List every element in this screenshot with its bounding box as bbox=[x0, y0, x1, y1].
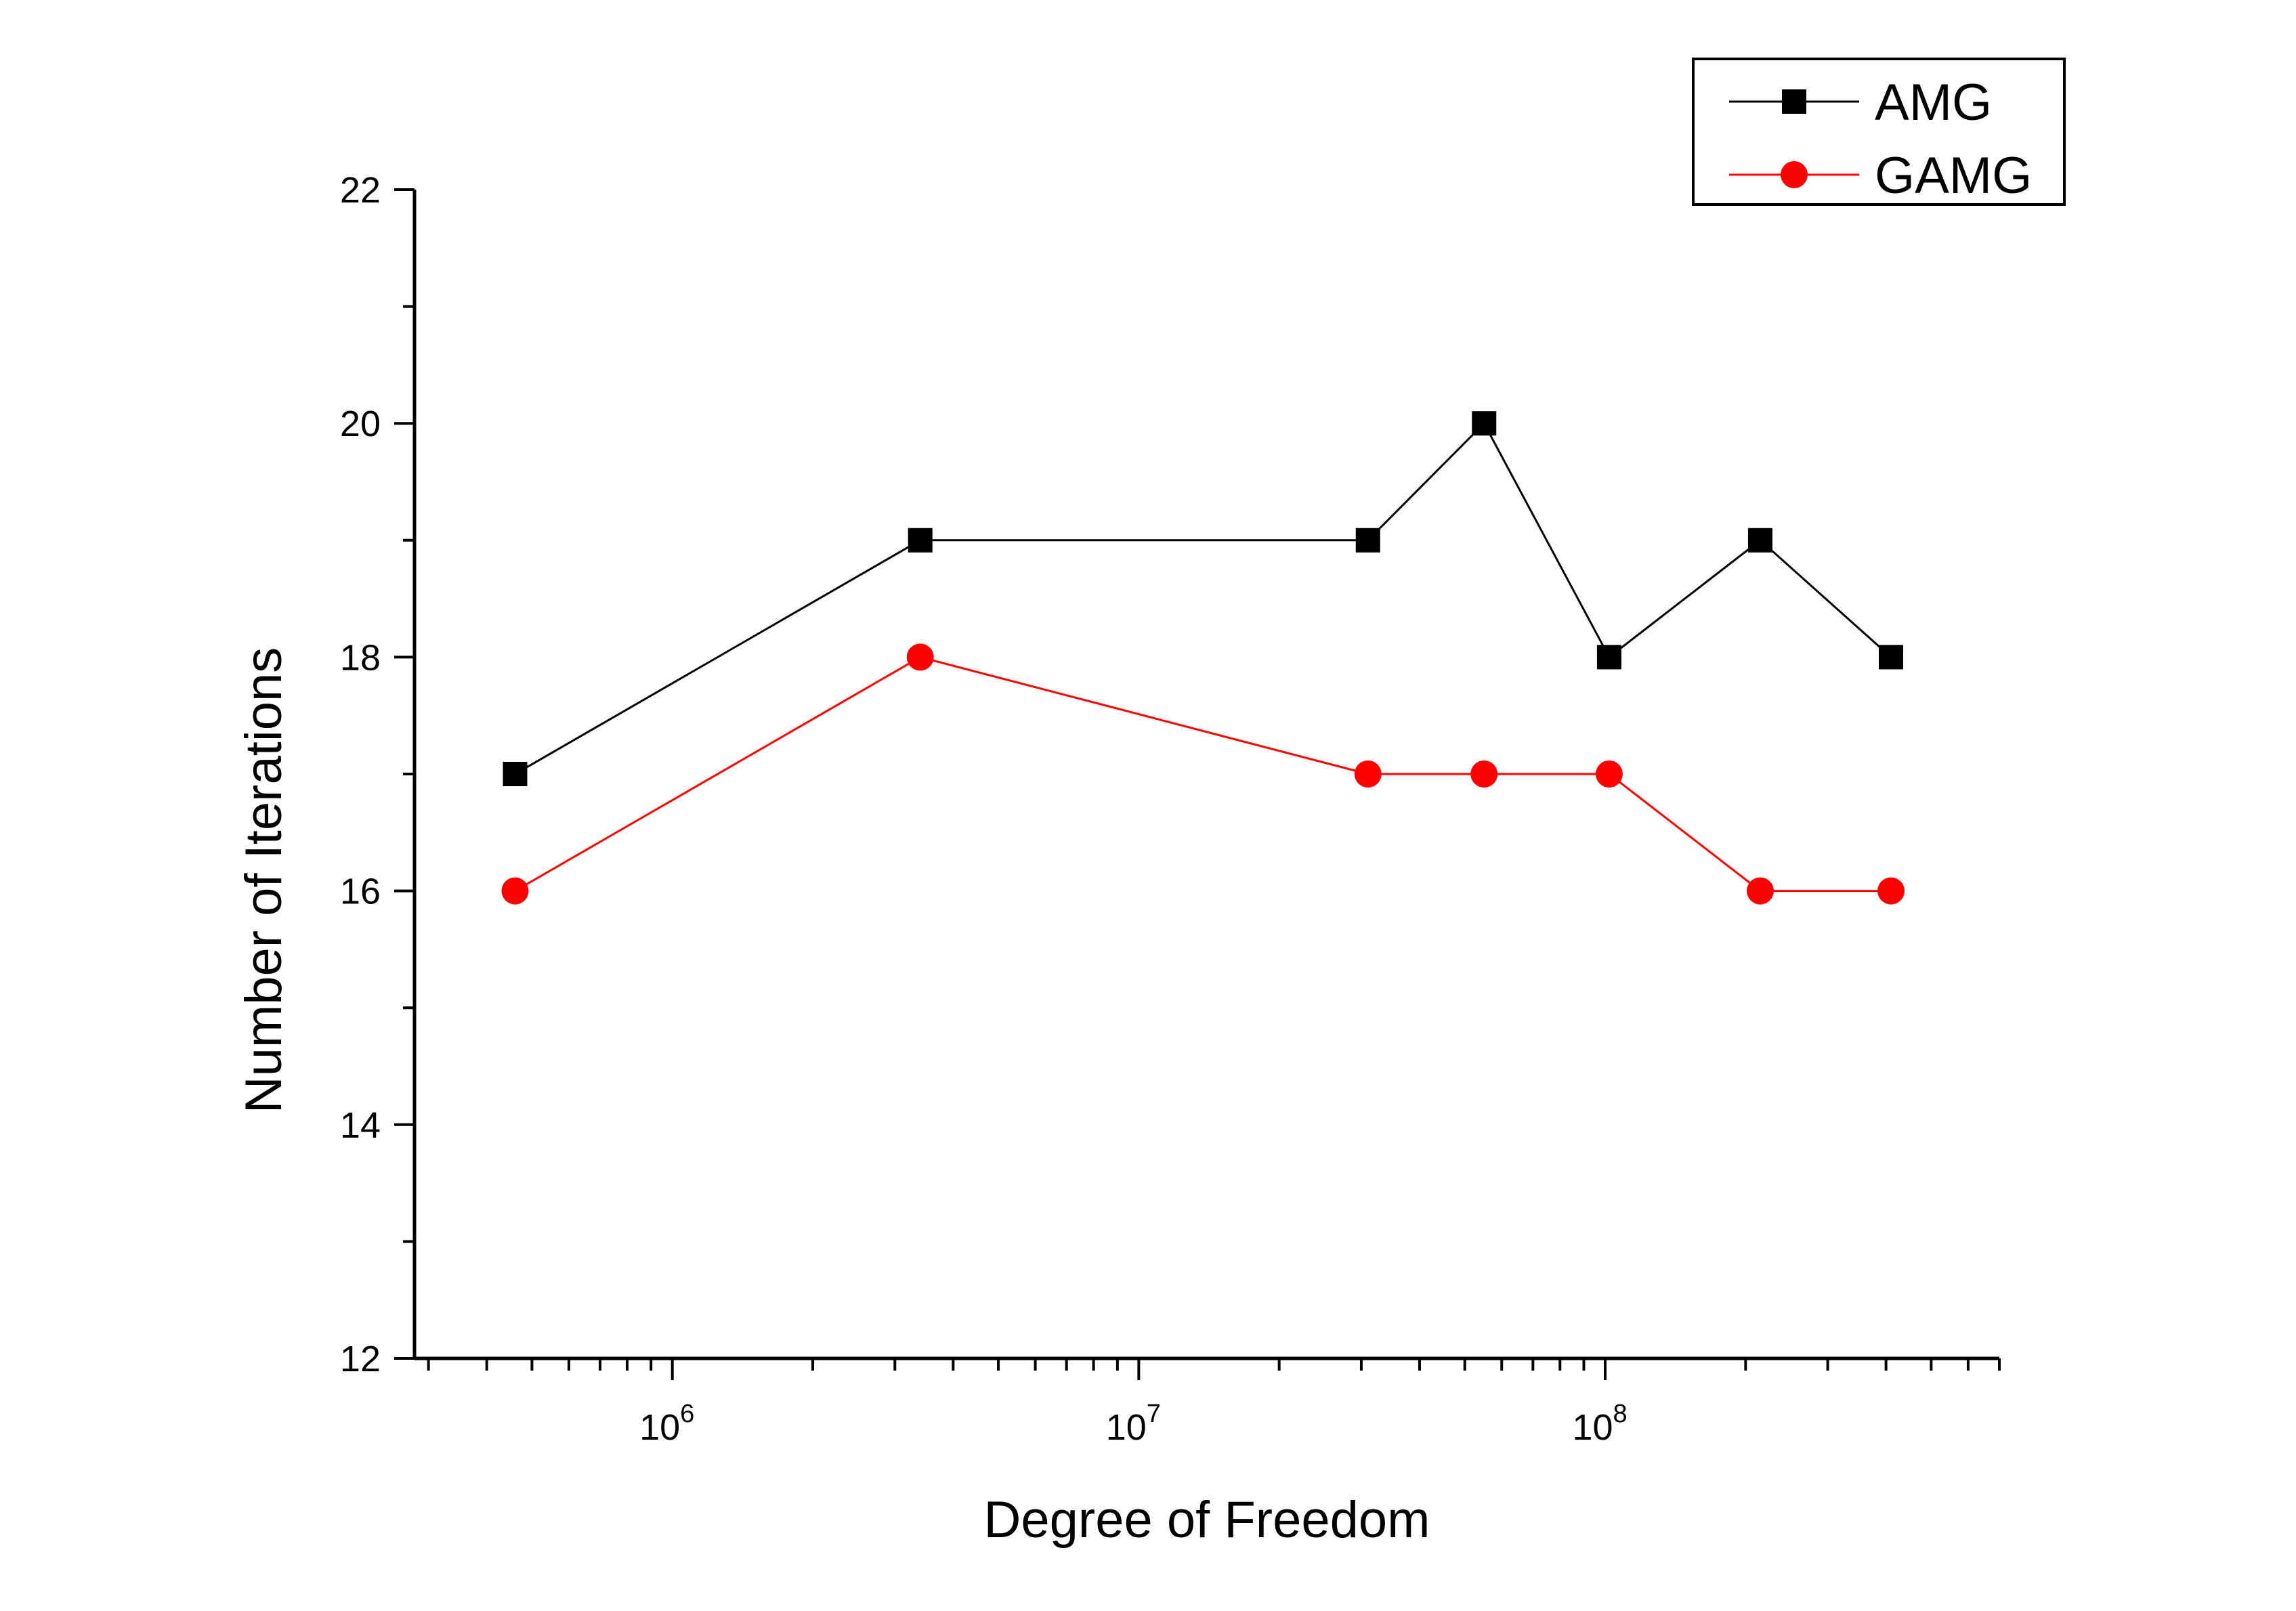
point-amg bbox=[1355, 528, 1380, 553]
point-gamg bbox=[906, 643, 934, 671]
legend-box bbox=[1692, 58, 2066, 206]
point-amg bbox=[503, 762, 528, 786]
ticks-layer: 12 14 16 18 20 22 106 107 108 bbox=[340, 170, 2001, 1448]
series-line-amg bbox=[514, 421, 1892, 775]
x-tick-label: 106 bbox=[639, 1400, 694, 1448]
y-tick-label: 12 bbox=[340, 1339, 381, 1379]
legend-marker-amg bbox=[1782, 89, 1806, 114]
legend-label-gamg: GAMG bbox=[1875, 147, 2032, 205]
point-gamg bbox=[1470, 760, 1498, 788]
y-tick-label: 14 bbox=[340, 1105, 381, 1146]
point-gamg bbox=[1877, 877, 1905, 905]
legend-items: AMG GAMG bbox=[1729, 74, 2032, 205]
y-tick-label: 18 bbox=[340, 637, 381, 678]
point-amg bbox=[1472, 411, 1497, 436]
point-amg bbox=[908, 528, 933, 553]
y-axis-title: Number of Iterations bbox=[235, 647, 293, 1114]
point-gamg bbox=[1354, 760, 1382, 788]
point-gamg bbox=[501, 877, 529, 905]
point-amg bbox=[1596, 645, 1621, 670]
legend: AMG GAMG bbox=[1692, 58, 2066, 206]
x-tick-label: 108 bbox=[1572, 1400, 1627, 1448]
point-gamg bbox=[1595, 760, 1623, 788]
legend-label-amg: AMG bbox=[1875, 74, 1992, 131]
point-amg bbox=[1879, 645, 1904, 670]
x-axis-title: Degree of Freedom bbox=[984, 1491, 1430, 1549]
x-tick-label: 107 bbox=[1106, 1400, 1161, 1448]
legend-marker-gamg bbox=[1781, 161, 1808, 188]
y-tick-label: 22 bbox=[340, 170, 381, 211]
point-gamg bbox=[1746, 877, 1774, 905]
y-tick-label: 16 bbox=[340, 872, 381, 912]
axes-layer bbox=[412, 190, 1999, 1360]
series-line-gamg bbox=[514, 656, 1891, 893]
point-amg bbox=[1747, 528, 1772, 553]
series-layer bbox=[501, 411, 1905, 905]
y-tick-label: 20 bbox=[340, 404, 381, 444]
